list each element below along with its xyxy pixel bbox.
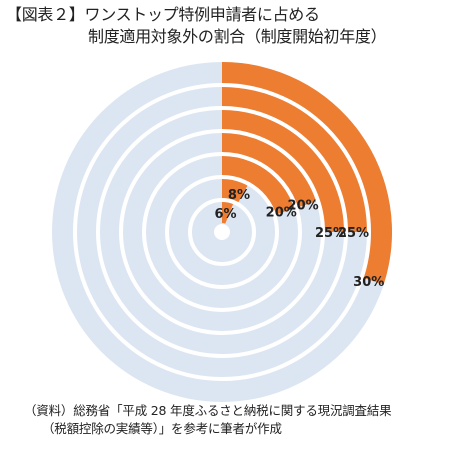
chart-title-line-2: 制度適用対象外の割合（制度開始初年度）	[88, 27, 387, 46]
ring-separator-5	[96, 106, 348, 358]
chart-title-line-1: 【図表２】ワンストップ特例申請者に占める	[6, 5, 320, 24]
source-line-2: （税額控除の実績等）」を参考に筆者が作成	[42, 421, 282, 436]
value-label-4: 20%	[288, 198, 319, 213]
chart-center-hole	[214, 224, 230, 240]
radial-bar-2	[222, 177, 249, 204]
source-line-1: （資料）総務省「平成 28 年度ふるさと納税に関する現況調査結果	[24, 403, 392, 418]
source-note: （資料）総務省「平成 28 年度ふるさと納税に関する現況調査結果 （税額控除の実…	[24, 402, 454, 438]
value-label-6: 25%	[338, 226, 369, 241]
ring-separator-2	[165, 175, 279, 289]
value-label-7: 30%	[353, 275, 384, 290]
radial-bar-5	[222, 108, 346, 232]
ring-separator-6	[73, 83, 371, 381]
ring-separator-1	[188, 198, 256, 266]
ring-separator-4	[119, 129, 325, 335]
value-label-3: 20%	[266, 205, 297, 220]
ring-separator-3	[142, 152, 302, 312]
chart-title: 【図表２】ワンストップ特例申請者に占める 制度適用対象外の割合（制度開始初年度）	[6, 4, 454, 48]
radial-bar-1	[222, 200, 234, 224]
value-label-2: 8%	[228, 188, 250, 203]
radial-bar-3	[222, 154, 297, 216]
value-label-5: 25%	[315, 226, 346, 241]
radial-bar-6	[222, 85, 369, 232]
value-label-1: 6%	[215, 207, 237, 222]
